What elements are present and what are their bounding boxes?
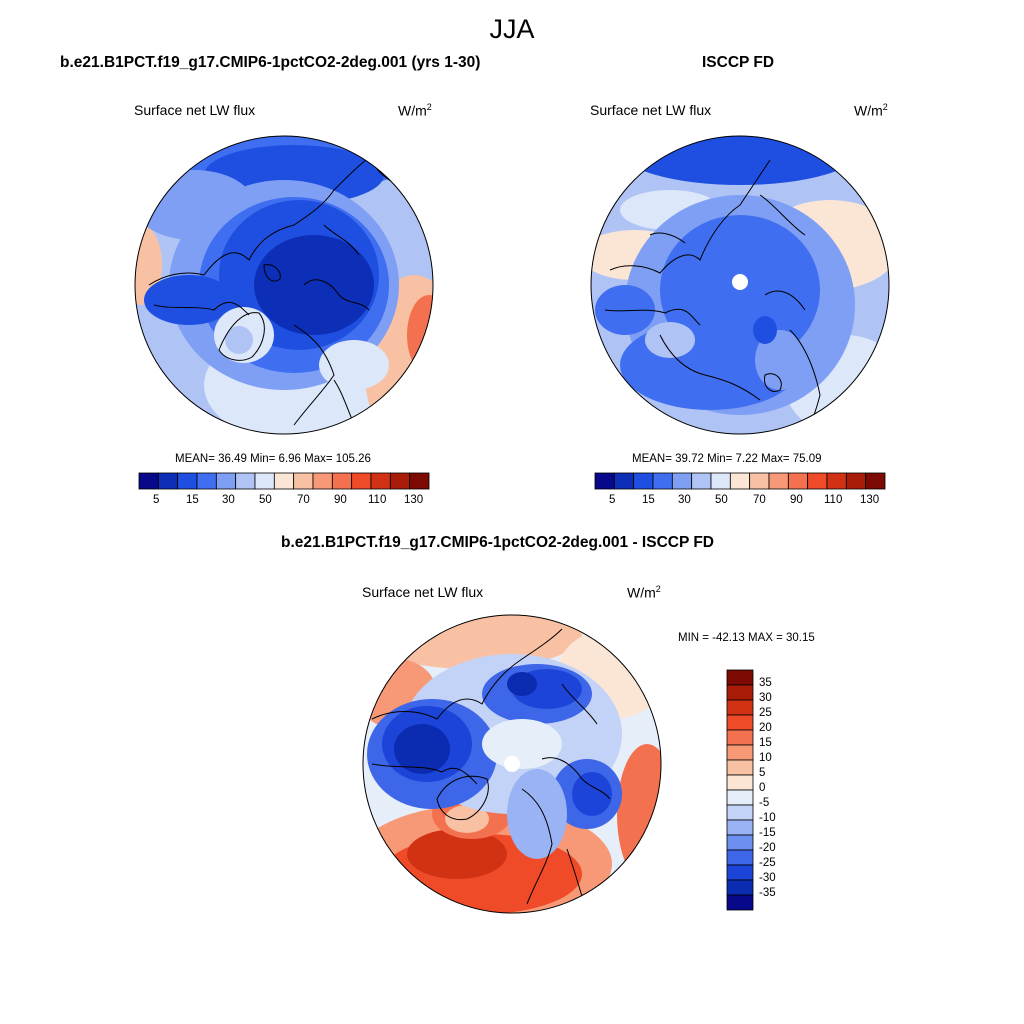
panel-obs-cb-tick: 15 [642, 494, 655, 506]
colorbar-swatch [370, 472, 391, 490]
colorbar-swatch [177, 472, 198, 490]
panel-model-cb-tick: 110 [368, 494, 387, 506]
panel-diff-title: b.e21.B1PCT.f19_g17.CMIP6-1pctCO2-2deg.0… [281, 534, 714, 551]
colorbar-swatch [726, 774, 754, 791]
panel-diff-cb-tick: 15 [759, 737, 772, 749]
colorbar-swatch [726, 819, 754, 836]
panel-diff-cb-tick: 10 [759, 752, 772, 764]
colorbar-swatch [865, 472, 886, 490]
colorbar-swatch [726, 729, 754, 746]
colorbar-swatch [710, 472, 731, 490]
colorbar-swatch [671, 472, 693, 490]
colorbar-swatch [312, 472, 333, 490]
colorbar-swatch [138, 472, 159, 490]
panel-model-cb-tick: 5 [153, 494, 160, 506]
panel-diff-units: W/m2 [627, 584, 661, 601]
colorbar-swatch [215, 472, 237, 490]
colorbar-swatch [768, 472, 789, 490]
panel-obs-stats: MEAN= 39.72 Min= 7.22 Max= 75.09 [632, 453, 822, 465]
colorbar-swatch [196, 472, 217, 490]
panel-model-variable: Surface net LW flux [134, 102, 256, 118]
panel-obs-cb-tick: 30 [678, 494, 691, 506]
panel-model-title: b.e21.B1PCT.f19_g17.CMIP6-1pctCO2-2deg.0… [60, 54, 481, 71]
panel-model-cb-tick: 30 [222, 494, 235, 506]
panel-diff-variable: Surface net LW flux [362, 584, 484, 600]
panel-model-cb-tick: 50 [259, 494, 272, 506]
panel-obs-variable: Surface net LW flux [590, 102, 712, 118]
colorbar-swatch [726, 759, 754, 776]
panel-model-cb-tick: 130 [404, 494, 424, 506]
colorbar-swatch [389, 472, 411, 490]
panel-diff-colorbar [726, 669, 754, 911]
colorbar-swatch [749, 472, 770, 490]
colorbar-swatch [726, 744, 754, 761]
colorbar-swatch [726, 894, 754, 911]
colorbar-swatch [845, 472, 867, 490]
colorbar-swatch [235, 472, 256, 490]
colorbar-swatch [157, 472, 179, 490]
colorbar-swatch [787, 472, 809, 490]
panel-diff-cb-tick: -35 [759, 887, 776, 899]
panel-obs-colorbar [594, 472, 886, 490]
colorbar-swatch [726, 699, 754, 716]
colorbar-swatch [726, 864, 754, 881]
colorbar-swatch [273, 472, 295, 490]
panel-obs-cb-tick: 110 [824, 494, 843, 506]
colorbar-swatch [726, 879, 754, 896]
panel-obs-cb-tick: 50 [715, 494, 728, 506]
panel-model-units: W/m2 [398, 102, 432, 119]
colorbar-swatch [726, 834, 754, 851]
colorbar-swatch [726, 714, 754, 731]
panel-diff-cb-tick: -20 [759, 842, 776, 854]
colorbar-swatch [726, 804, 754, 821]
colorbar-swatch [633, 472, 654, 490]
colorbar-swatch [293, 472, 314, 490]
panel-model-map [134, 135, 434, 435]
panel-obs-cb-tick: 130 [860, 494, 880, 506]
panel-obs-cb-tick: 90 [790, 494, 803, 506]
panel-diff-cb-tick: 20 [759, 722, 772, 734]
panel-model-cb-tick: 70 [297, 494, 310, 506]
panel-diff-stats: MIN = -42.13 MAX = 30.15 [678, 632, 815, 644]
colorbar-swatch [729, 472, 751, 490]
panel-diff-cb-tick: 35 [759, 677, 772, 689]
colorbar-swatch [652, 472, 673, 490]
panel-diff-cb-tick: -25 [759, 857, 776, 869]
colorbar-swatch [726, 849, 754, 866]
panel-diff-cb-tick: -15 [759, 827, 776, 839]
panel-model-stats: MEAN= 36.49 Min= 6.96 Max= 105.26 [175, 453, 371, 465]
panel-diff-cb-tick: -10 [759, 812, 776, 824]
panel-obs-cb-tick: 5 [609, 494, 616, 506]
colorbar-swatch [613, 472, 635, 490]
panel-diff-cb-tick: -30 [759, 872, 776, 884]
panel-diff-cb-tick: 25 [759, 707, 772, 719]
panel-obs-cb-tick: 70 [753, 494, 766, 506]
panel-obs-map [590, 135, 890, 435]
figure-title: JJA [489, 14, 535, 44]
colorbar-swatch [594, 472, 615, 490]
panel-model-cb-tick: 90 [334, 494, 347, 506]
panel-diff-cb-tick: 0 [759, 782, 766, 794]
panel-diff-map [362, 614, 662, 914]
panel-diff-cb-tick: 5 [759, 767, 766, 779]
colorbar-swatch [254, 472, 275, 490]
colorbar-swatch [409, 472, 430, 490]
colorbar-swatch [807, 472, 828, 490]
colorbar-swatch [826, 472, 847, 490]
panel-diff-cb-tick: 30 [759, 692, 772, 704]
colorbar-swatch [726, 684, 754, 701]
colorbar-swatch [331, 472, 353, 490]
panel-model-colorbar [138, 472, 430, 490]
panel-model-cb-tick: 15 [186, 494, 199, 506]
colorbar-swatch [351, 472, 372, 490]
panel-diff-cb-tick: -5 [759, 797, 770, 809]
panel-obs-title: ISCCP FD [702, 54, 775, 71]
panel-obs-units: W/m2 [854, 102, 888, 119]
colorbar-swatch [726, 789, 754, 806]
colorbar-swatch [691, 472, 712, 490]
colorbar-swatch [726, 669, 754, 686]
